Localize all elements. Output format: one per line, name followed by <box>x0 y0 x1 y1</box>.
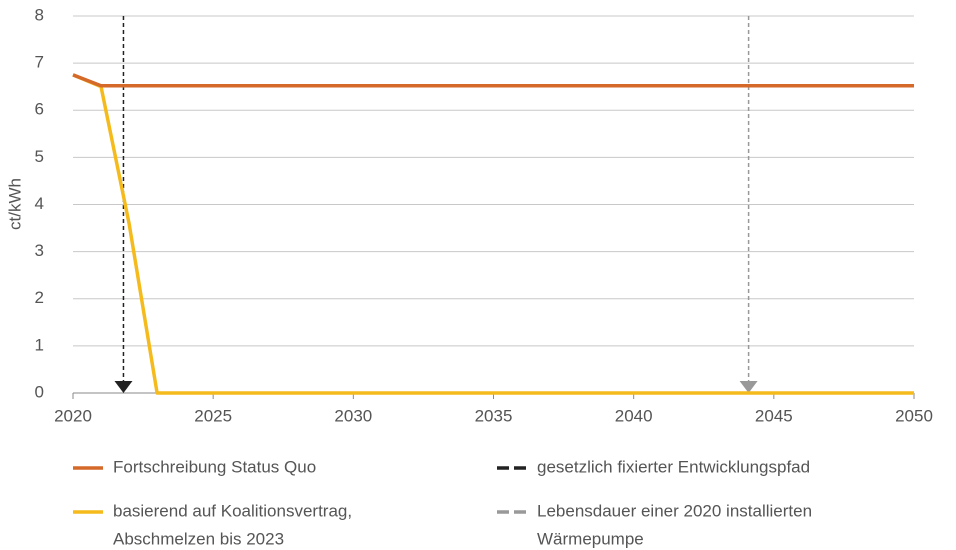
x-tick-label: 2035 <box>475 406 513 425</box>
x-tick-label: 2025 <box>194 406 232 425</box>
y-tick-label: 7 <box>35 53 44 72</box>
y-tick-label: 3 <box>35 241 44 260</box>
x-tick-label: 2050 <box>895 406 933 425</box>
legend-label: Abschmelzen bis 2023 <box>113 529 284 548</box>
x-tick-label: 2020 <box>54 406 92 425</box>
x-tick-label: 2030 <box>334 406 372 425</box>
data-line <box>72 73 914 88</box>
reference-arrow <box>114 381 133 393</box>
y-tick-label: 0 <box>35 382 44 401</box>
y-tick-label: 1 <box>35 335 44 354</box>
data-line <box>72 73 914 395</box>
y-tick-label: 2 <box>35 288 44 307</box>
y-tick-label: 5 <box>35 147 44 166</box>
x-tick-label: 2045 <box>755 406 793 425</box>
reference-arrow <box>739 381 758 393</box>
legend-label: Fortschreibung Status Quo <box>113 457 316 476</box>
legend-label: basierend auf Koalitionsvertrag, <box>113 501 352 520</box>
legend-label: Wärmepumpe <box>537 529 644 548</box>
legend-label: Lebensdauer einer 2020 installierten <box>537 501 812 520</box>
x-tick-label: 2040 <box>615 406 653 425</box>
legend-label: gesetzlich fixierter Entwicklungspfad <box>537 457 810 476</box>
y-tick-label: 4 <box>35 194 44 213</box>
y-tick-label: 8 <box>35 5 44 24</box>
y-tick-label: 6 <box>35 100 44 119</box>
y-axis-label: ct/kWh <box>5 178 24 230</box>
